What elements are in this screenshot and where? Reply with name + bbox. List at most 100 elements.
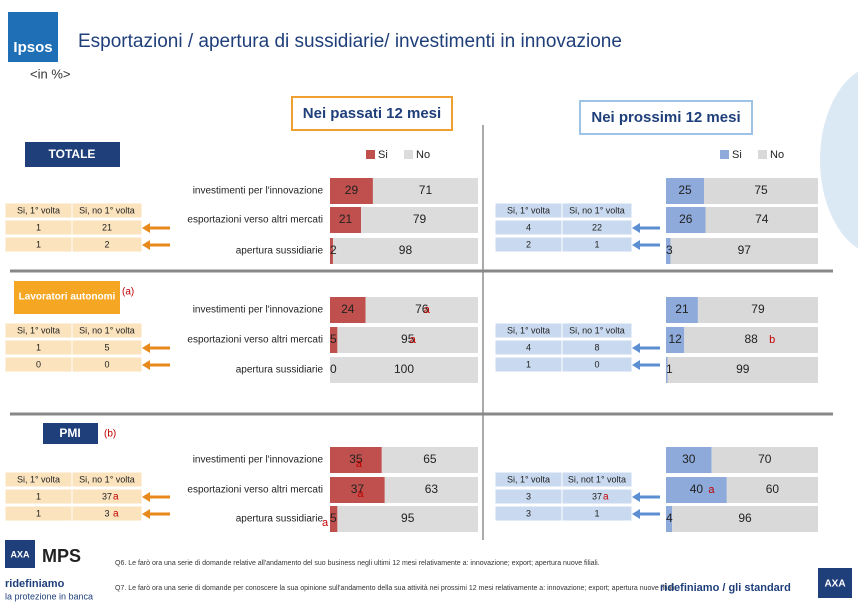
bar-no (711, 447, 818, 473)
table-value: 3 (526, 508, 531, 518)
arrow-head (142, 360, 150, 370)
value-label: 65 (423, 452, 437, 466)
group-label: TOTALE (49, 147, 96, 161)
bar-si (666, 506, 673, 532)
value-label: 1 (666, 362, 673, 376)
group-label: PMI (59, 426, 80, 440)
table-cell (71, 322, 143, 339)
bar-si (330, 506, 338, 532)
bar-si (666, 238, 671, 264)
bar-si (666, 178, 704, 204)
bar-si (330, 297, 366, 323)
table-value: 3 (526, 491, 531, 501)
bar-si (330, 238, 333, 264)
value-label: 75 (754, 183, 768, 197)
value-label: 35 (349, 452, 363, 466)
sig-note: a (356, 458, 363, 470)
bar-no (670, 238, 818, 264)
bar-si (330, 178, 373, 204)
table-header: Si, 1° volta (507, 205, 550, 215)
axa-logo: AXA (10, 549, 30, 559)
table-cell (71, 356, 143, 373)
table-value: 0 (104, 359, 109, 369)
value-label: 100 (394, 362, 414, 376)
table-cell (71, 202, 143, 219)
arrow-head (632, 223, 640, 233)
table-value: 37 (102, 491, 112, 501)
bar-no (337, 327, 478, 353)
table-value: 1 (36, 508, 41, 518)
value-label: 60 (766, 482, 780, 496)
value-label: 40 (690, 482, 704, 496)
table-cell (71, 471, 143, 488)
category-label: esportazioni verso altri mercati (187, 335, 323, 346)
value-label: 79 (413, 212, 427, 226)
value-label: 4 (666, 511, 673, 525)
slogan: ridefiniamo (5, 578, 65, 590)
value-label: 2 (330, 243, 337, 257)
bar-si (666, 327, 685, 353)
arrow-head (142, 343, 150, 353)
legend-label: Si (732, 149, 742, 161)
table-header: Si, no 1° volta (79, 325, 135, 335)
legend-label: No (770, 149, 784, 161)
group-box (43, 423, 98, 444)
arrow-head (632, 509, 640, 519)
bar-no (372, 178, 478, 204)
table-value: 1 (594, 508, 599, 518)
axa-logo-box (5, 540, 35, 568)
logo-box (8, 12, 58, 62)
table-value: 3 (104, 508, 109, 518)
table-header: Si, not 1° volta (568, 474, 626, 484)
value-label: 3 (666, 243, 673, 257)
table-value: 1 (36, 491, 41, 501)
table-value: 37 (592, 491, 602, 501)
bar-si (666, 207, 706, 233)
table-cell (561, 339, 633, 356)
table-cell (71, 488, 143, 505)
table-value: 1 (526, 359, 531, 369)
arrow-head (142, 492, 150, 502)
table-header: Si, 1° volta (17, 205, 60, 215)
table-value: 1 (36, 342, 41, 352)
bar-si (330, 327, 338, 353)
table-cell (71, 219, 143, 236)
table-cell (561, 202, 633, 219)
table-value: 4 (526, 222, 531, 232)
arrow-head (632, 492, 640, 502)
bar-si (666, 477, 727, 503)
bar-no (384, 477, 478, 503)
value-label: 98 (399, 243, 413, 257)
sig-note: b (769, 334, 775, 346)
bar-no (330, 357, 478, 383)
bar-si (330, 477, 385, 503)
table-cell (561, 471, 633, 488)
table-cell (561, 505, 633, 522)
value-label: 24 (341, 302, 355, 316)
value-label: 74 (755, 212, 769, 226)
table-value: 8 (594, 342, 599, 352)
arrow-head (142, 223, 150, 233)
unit: <in %> (30, 66, 70, 81)
bar-no (684, 327, 818, 353)
legend-label: No (416, 149, 430, 161)
value-label: 5 (330, 332, 337, 346)
footnote: Q7. Le farò ora una serie di domande per… (115, 585, 676, 592)
table-value: 5 (104, 342, 109, 352)
table-header: Si, no 1° volta (569, 325, 625, 335)
axa-logo-box (818, 568, 852, 598)
bar-no (697, 297, 818, 323)
value-label: 30 (682, 452, 696, 466)
arrow-head (632, 360, 640, 370)
category-label: esportazioni verso altri mercati (187, 485, 323, 496)
legend-swatch (758, 150, 767, 159)
sig-note: a (113, 509, 119, 520)
decoration (820, 71, 858, 249)
footnote: Q6. Le farò ora una serie di domande rel… (115, 560, 600, 567)
period-box (291, 96, 453, 131)
axa-logo: AXA (824, 579, 845, 590)
table-value: 0 (594, 359, 599, 369)
arrow-head (142, 509, 150, 519)
value-label: 12 (668, 332, 682, 346)
